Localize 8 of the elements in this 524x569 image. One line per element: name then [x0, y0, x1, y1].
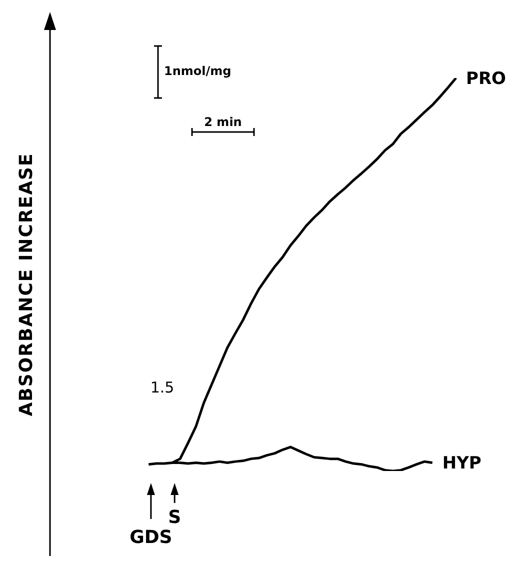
text: GDS: [130, 527, 172, 548]
annotation: 1nmol/mg: [164, 64, 232, 78]
series-label: HYP: [442, 454, 482, 474]
series-label: PRO: [466, 69, 506, 89]
annotation: 2 min: [204, 115, 242, 129]
text: S: [168, 507, 182, 528]
annotation: 1.5: [150, 378, 174, 396]
y-axis-title: ABSORBANCE INCREASE: [16, 152, 37, 416]
